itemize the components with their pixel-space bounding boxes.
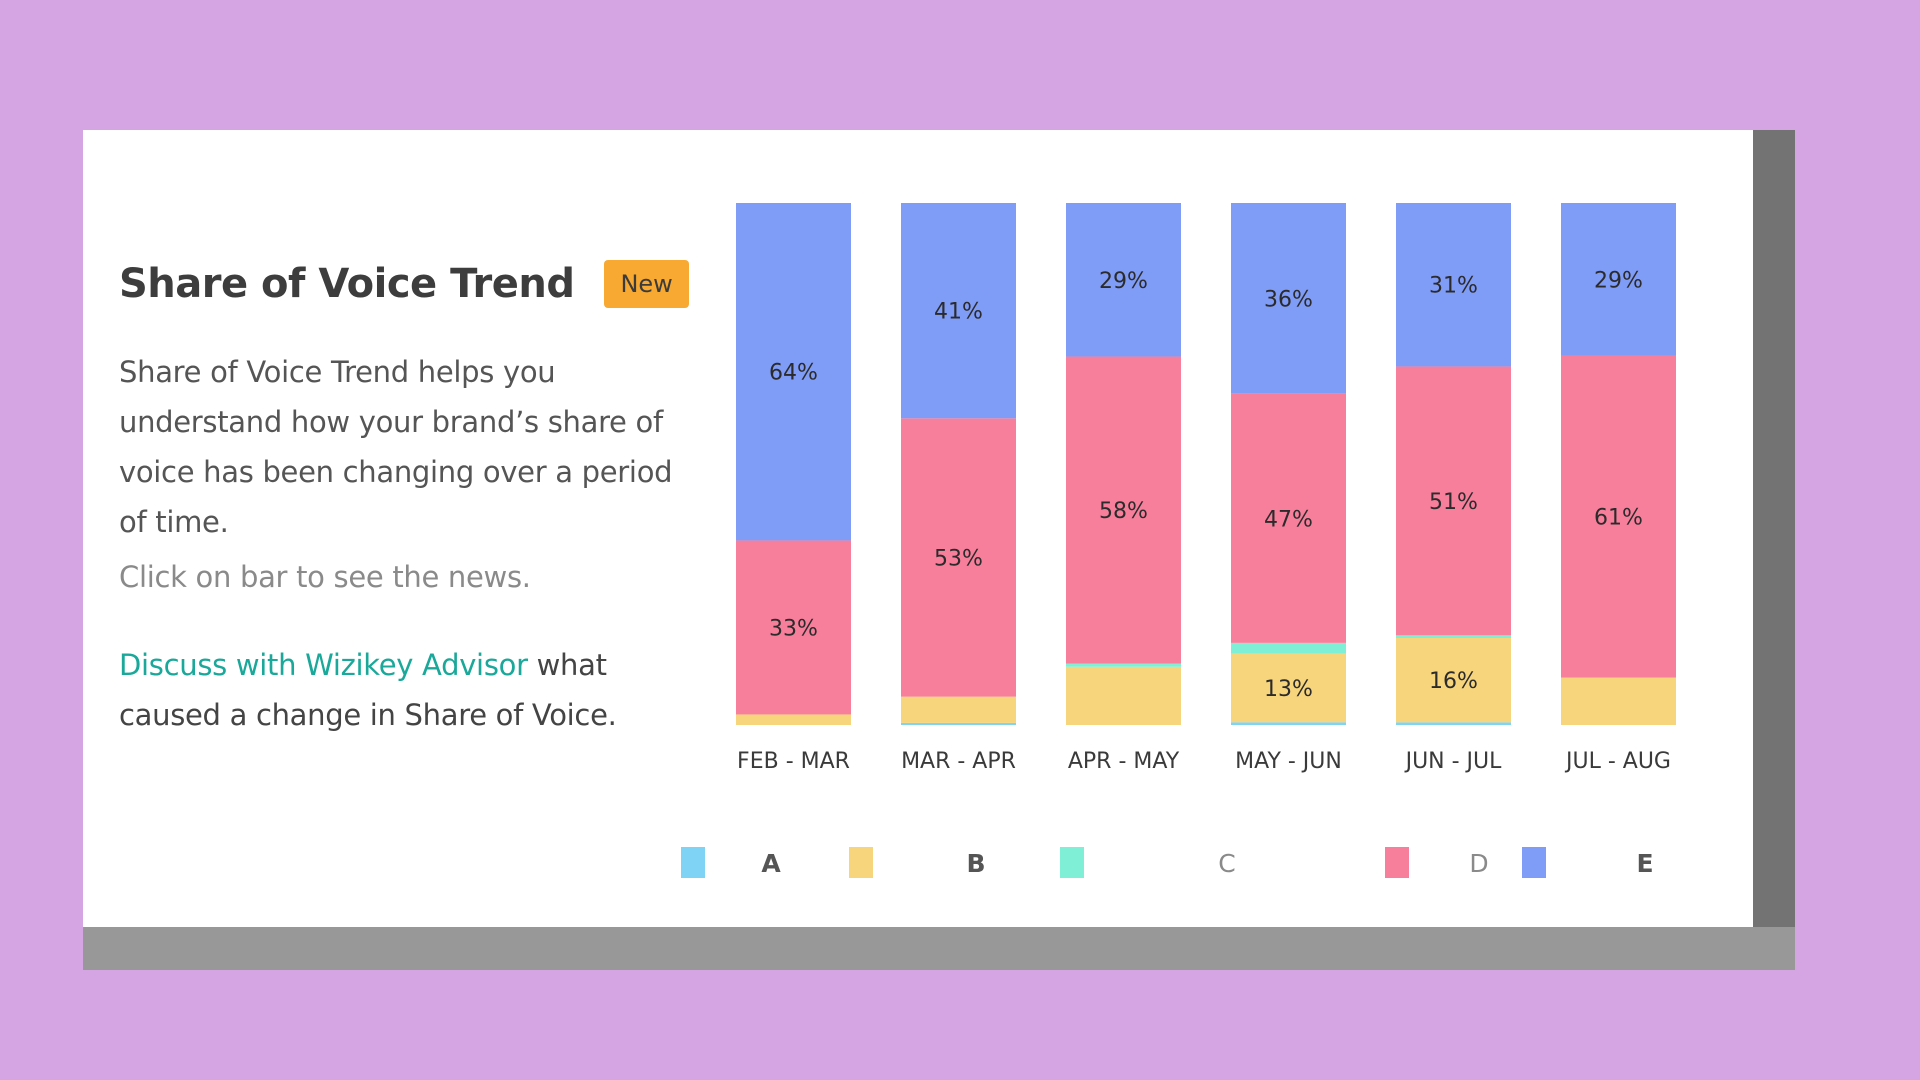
- legend-label-c[interactable]: C: [1218, 849, 1235, 878]
- legend-swatch-e[interactable]: [1522, 847, 1546, 878]
- data-label: 61%: [1594, 506, 1643, 531]
- data-label: 51%: [1429, 490, 1478, 515]
- bar-segment-b[interactable]: [901, 696, 1016, 723]
- data-label: 53%: [934, 546, 983, 571]
- bar-segment-e[interactable]: [736, 203, 851, 541]
- bar-segment-e[interactable]: [1561, 203, 1676, 356]
- bar-stack[interactable]: 33% 64%: [736, 203, 851, 725]
- x-tick-label: APR - MAY: [1068, 749, 1180, 774]
- bar-segment-b[interactable]: [736, 714, 851, 725]
- data-label: 58%: [1099, 499, 1148, 524]
- legend-swatch-a[interactable]: [681, 847, 705, 878]
- data-label: 29%: [1099, 269, 1148, 294]
- bar-segment-e[interactable]: [1231, 203, 1346, 394]
- legend-label-a[interactable]: A: [761, 849, 781, 878]
- legend-label-b[interactable]: B: [966, 849, 985, 878]
- stacked-bar-chart: 33% 64% FEB - MAR 53% 41% MAR - APR 58% 29% APR …: [681, 203, 1676, 878]
- bar-segment-d[interactable]: [736, 540, 851, 715]
- vertical-scrollbar[interactable]: [1753, 130, 1795, 927]
- bar-segment-b[interactable]: [1231, 653, 1346, 723]
- horizontal-scrollbar[interactable]: [83, 927, 1795, 970]
- bar-stack[interactable]: 16% 51% 31%: [1396, 203, 1511, 725]
- bar-segment-c[interactable]: [1231, 642, 1346, 654]
- x-tick-label: JUN - JUL: [1404, 749, 1503, 774]
- share-of-voice-card: Share of Voice Trend New Share of Voice …: [83, 130, 1795, 970]
- bar-segment-a[interactable]: [1396, 722, 1511, 725]
- bar-segment-d[interactable]: [901, 418, 1016, 697]
- legend-label-d[interactable]: D: [1469, 849, 1488, 878]
- bar-segment-d[interactable]: [1561, 355, 1676, 678]
- bar-stack[interactable]: 13% 47% 36%: [1231, 203, 1346, 725]
- data-label: 16%: [1429, 669, 1478, 694]
- data-label: 13%: [1264, 677, 1313, 702]
- data-label: 33%: [769, 616, 818, 641]
- bar-segment-c[interactable]: [1396, 635, 1511, 638]
- discuss-rest: what caused a change in Share of Voice.: [119, 648, 617, 732]
- bar-stack[interactable]: 58% 29%: [1066, 203, 1181, 725]
- bar-segment-e[interactable]: [1066, 203, 1181, 357]
- bar-segment-a[interactable]: [1231, 722, 1346, 725]
- x-tick-label: FEB - MAR: [737, 749, 850, 774]
- legend-swatch-c[interactable]: [1060, 847, 1084, 878]
- legend-swatch-b[interactable]: [849, 847, 873, 878]
- bar-segment-b[interactable]: [1396, 638, 1511, 723]
- bar-segment-c[interactable]: [1066, 663, 1181, 667]
- legend-swatch-d[interactable]: [1385, 847, 1409, 878]
- bar-segment-e[interactable]: [901, 203, 1016, 419]
- title-row: Share of Voice Trend New: [119, 260, 689, 308]
- bar-segment-b[interactable]: [1066, 666, 1181, 725]
- bar-segment-a[interactable]: [901, 722, 1016, 725]
- new-badge: New: [604, 260, 689, 308]
- data-label: 29%: [1594, 268, 1643, 293]
- data-label: 41%: [934, 300, 983, 325]
- x-tick-label: MAR - APR: [901, 749, 1016, 774]
- data-label: 36%: [1264, 287, 1313, 312]
- data-label: 31%: [1429, 274, 1478, 299]
- panel-title: Share of Voice Trend: [119, 261, 575, 307]
- bar-segment-d[interactable]: [1231, 393, 1346, 643]
- discuss-text: Discuss with Wizikey Advisor what caused…: [119, 640, 679, 740]
- bar-segment-d[interactable]: [1066, 356, 1181, 664]
- bar-segment-b[interactable]: [1561, 677, 1676, 725]
- x-tick-label: MAY - JUN: [1235, 749, 1342, 774]
- bar-stack[interactable]: 61% 29%: [1561, 203, 1676, 725]
- bar-stack[interactable]: 53% 41%: [901, 203, 1016, 725]
- bar-segment-d[interactable]: [1396, 366, 1511, 636]
- panel-description: Share of Voice Trend helps you understan…: [119, 355, 673, 539]
- panel-hint: Click on bar to see the news.: [119, 560, 531, 594]
- data-label: 47%: [1264, 507, 1313, 532]
- bar-segment-e[interactable]: [1396, 203, 1511, 367]
- legend-label-e[interactable]: E: [1636, 849, 1653, 878]
- x-tick-label: JUL - AUG: [1564, 749, 1671, 774]
- discuss-link[interactable]: Discuss with Wizikey Advisor: [119, 648, 528, 682]
- data-label: 64%: [769, 361, 818, 386]
